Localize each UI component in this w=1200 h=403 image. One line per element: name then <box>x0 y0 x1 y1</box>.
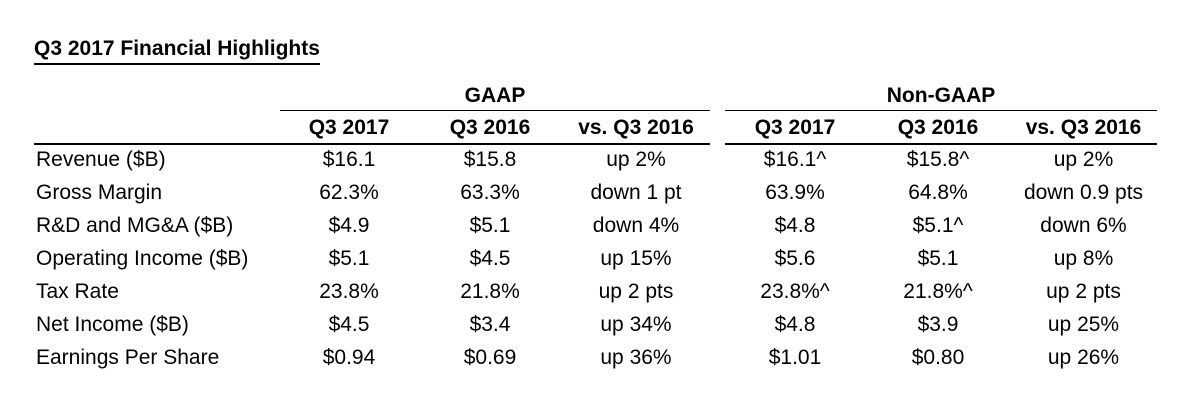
table-cell: 64.8% <box>908 181 968 204</box>
row-label: Earnings Per Share <box>36 346 220 369</box>
row-label: R&D and MG&A ($B) <box>36 214 234 237</box>
table-cell: down 6% <box>1040 214 1127 237</box>
table-cell: $1.01 <box>768 346 822 369</box>
gaap-group-underline <box>280 110 710 111</box>
row-label: Gross Margin <box>36 181 163 204</box>
table-cell: up 25% <box>1047 313 1120 336</box>
table-cell: 62.3% <box>319 181 379 204</box>
table-cell: up 8% <box>1053 247 1114 270</box>
table-row: Operating Income ($B) $5.1 $4.5 up 15% $5.6 $… <box>0 242 1200 275</box>
table-cell: $4.8 <box>774 313 816 336</box>
table-cell: $0.69 <box>463 346 517 369</box>
header-rule-non-gaap <box>725 143 1157 145</box>
table-cell: down 0.9 pts <box>1023 181 1144 204</box>
table-cell: $15.8^ <box>906 148 970 171</box>
table-cell: $0.94 <box>322 346 376 369</box>
table-cell: $0.80 <box>911 346 965 369</box>
table-cell: 21.8%^ <box>903 280 973 303</box>
table-cell: $5.1 <box>917 247 959 270</box>
non-gaap-group-underline <box>725 110 1157 111</box>
column-header-nongaap-vs: vs. Q3 2016 <box>1025 116 1142 139</box>
table-cell: up 2 pts <box>1046 280 1121 303</box>
table-row: Tax Rate 23.8% 21.8% up 2 pts 23.8%^ 21.8%^ up… <box>0 275 1200 308</box>
column-header-nongaap-q3-2016: Q3 2016 <box>897 116 979 139</box>
table-cell: down 1 pt <box>590 181 682 204</box>
table-cell: up 36% <box>600 346 672 369</box>
table-cell: 23.8% <box>319 280 379 303</box>
table-cell: 63.3% <box>460 181 520 204</box>
table-cell: 21.8% <box>460 280 520 303</box>
table-cell: $4.8 <box>774 214 816 237</box>
table-cell: $4.9 <box>328 214 370 237</box>
table-cell: $4.5 <box>469 247 511 270</box>
header-rule-gaap <box>34 143 710 145</box>
column-header-gaap-q3-2017: Q3 2017 <box>308 116 390 139</box>
gaap-group-header: GAAP <box>464 84 526 107</box>
row-label: Revenue ($B) <box>36 148 166 171</box>
table-cell: $16.1 <box>322 148 376 171</box>
row-label: Net Income ($B) <box>36 313 189 336</box>
table-row: Gross Margin 62.3% 63.3% down 1 pt 63.9% 64.8… <box>0 176 1200 209</box>
table-row: Earnings Per Share $0.94 $0.69 up 36% $1.01 $… <box>0 341 1200 374</box>
table-cell: up 2% <box>1053 148 1114 171</box>
table-cell: up 34% <box>600 313 672 336</box>
table-cell: $3.4 <box>469 313 511 336</box>
table-cell: 23.8%^ <box>760 280 830 303</box>
table-cell: $5.6 <box>774 247 816 270</box>
non-gaap-group-header: Non-GAAP <box>886 84 996 107</box>
page-title: Q3 2017 Financial Highlights <box>34 36 320 65</box>
table-cell: up 2 pts <box>598 280 674 303</box>
table-cell: $4.5 <box>328 313 370 336</box>
table-cell: $5.1^ <box>912 214 964 237</box>
table-cell: up 2% <box>606 148 666 171</box>
table-row: Revenue ($B) $16.1 $15.8 up 2% $16.1^ $15.8^ u… <box>0 143 1200 176</box>
table-row: Net Income ($B) $4.5 $3.4 up 34% $4.8 $3.9 up … <box>0 308 1200 341</box>
column-header-gaap-vs: vs. Q3 2016 <box>578 116 694 139</box>
table-cell: up 26% <box>1047 346 1120 369</box>
table-cell: $15.8 <box>463 148 517 171</box>
table-cell: 63.9% <box>765 181 825 204</box>
table-cell: $3.9 <box>917 313 959 336</box>
column-header-nongaap-q3-2017: Q3 2017 <box>754 116 836 139</box>
table-row: R&D and MG&A ($B) $4.9 $5.1 down 4% $4.8 $5.1… <box>0 209 1200 242</box>
column-header-gaap-q3-2016: Q3 2016 <box>449 116 531 139</box>
row-label: Operating Income ($B) <box>36 247 249 270</box>
row-label: Tax Rate <box>36 280 119 303</box>
table-cell: $16.1^ <box>763 148 827 171</box>
table-cell: $5.1 <box>469 214 511 237</box>
table-cell: down 4% <box>592 214 680 237</box>
table-cell: $5.1 <box>328 247 370 270</box>
table-cell: up 15% <box>600 247 672 270</box>
